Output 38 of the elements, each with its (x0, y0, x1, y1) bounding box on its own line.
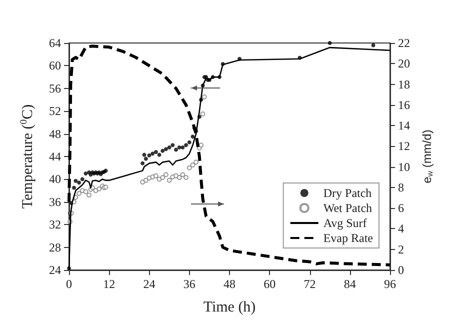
y2-tick-label: 6 (398, 201, 404, 216)
x-tick-label: 36 (183, 277, 196, 291)
y-tick-label: 44 (49, 150, 61, 164)
y2-tick-label: 14 (398, 118, 410, 133)
x-tick-label: 0 (66, 277, 72, 291)
y-tick-label: 56 (49, 81, 61, 96)
y-axis-title: Temperature (0C) (18, 104, 36, 209)
y2-tick-label: 12 (398, 139, 410, 154)
y2-tick-label: 8 (398, 180, 404, 194)
y2-tick-label: 0 (398, 263, 404, 277)
y-tick-label: 28 (49, 240, 61, 254)
y-tick-label: 36 (49, 194, 61, 209)
x-axis-title: Time (h) (203, 300, 256, 316)
y2-tick-label: 16 (398, 98, 410, 112)
y2-tick-label: 2 (398, 242, 404, 256)
x-tick-label: 84 (344, 277, 356, 291)
y2-tick-label: 10 (398, 160, 410, 174)
y2-tick-label: 18 (398, 77, 410, 92)
x-tick-label: 96 (384, 277, 396, 291)
x-tick-label: 72 (304, 277, 316, 291)
y-tick-label: 24 (49, 263, 61, 277)
x-tick-label: 60 (264, 277, 276, 291)
y-tick-label: 64 (49, 36, 61, 50)
y-tick-label: 32 (49, 218, 61, 232)
y-tick-label: 60 (49, 58, 61, 73)
y-tick-label: 40 (49, 172, 61, 186)
x-tick-label: 48 (224, 277, 236, 291)
legend-label: Wet Patch (323, 201, 372, 215)
legend-label: Evap Rate (323, 231, 374, 245)
y-tick-label: 52 (49, 104, 61, 118)
x-tick-label: 12 (103, 277, 116, 291)
legend-label: Avg Surf (323, 216, 367, 230)
x-tick-label: 24 (143, 277, 156, 291)
y2-tick-label: 4 (398, 222, 404, 236)
y-tick-label: 48 (49, 126, 61, 141)
y2-tick-label: 20 (398, 56, 410, 71)
y2-tick-label: 22 (398, 36, 410, 50)
legend-label: Dry Patch (323, 186, 372, 200)
